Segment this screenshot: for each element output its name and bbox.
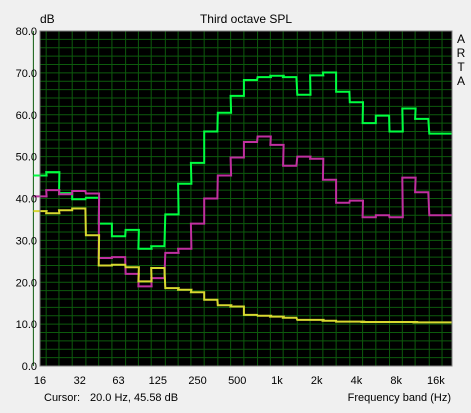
x-tick-label: 500 — [228, 375, 246, 387]
x-tick-label: 32 — [74, 375, 86, 387]
series-line-3 — [33, 207, 452, 324]
x-tick-labels: 16 32 63 125 250 500 1k 2k 4k 8k 16k — [34, 375, 445, 387]
x-tick-label: 8k — [390, 375, 402, 387]
arta-letter: R — [457, 46, 466, 60]
arta-letter: A — [457, 74, 465, 88]
series-line-2 — [33, 135, 452, 288]
x-tick-label: 4k — [351, 375, 363, 387]
y-tick-label: 0.0 — [22, 361, 37, 373]
cursor-label: Cursor: — [44, 392, 81, 404]
y-tick-label: 20.0 — [16, 277, 37, 289]
chart-title: Third octave SPL — [200, 12, 292, 26]
y-tick-label: 80.0 — [16, 26, 37, 38]
x-tick-label: 63 — [112, 375, 124, 387]
arta-letter: T — [457, 60, 465, 74]
series-layer — [33, 71, 452, 324]
series-line-1 — [33, 71, 452, 250]
y-tick-label: 30.0 — [16, 235, 37, 247]
y-tick-label: 50.0 — [16, 152, 37, 164]
y-tick-labels: 0.0 10.0 20.0 30.0 40.0 50.0 60.0 70.0 80.0 — [16, 26, 37, 373]
arta-letter: A — [457, 32, 465, 46]
x-tick-label: 16k — [427, 375, 445, 387]
y-axis-label: dB — [40, 12, 55, 26]
x-tick-label: 125 — [149, 375, 167, 387]
x-tick-label: 16 — [34, 375, 46, 387]
cursor-readout: 20.0 Hz, 45.58 dB — [90, 392, 179, 404]
x-tick-label: 2k — [311, 375, 323, 387]
y-tick-label: 40.0 — [16, 194, 37, 206]
x-axis-label: Frequency band (Hz) — [347, 392, 451, 404]
y-tick-label: 70.0 — [16, 68, 37, 80]
y-tick-label: 60.0 — [16, 110, 37, 122]
x-tick-label: 1k — [271, 375, 283, 387]
plot-frame — [39, 30, 453, 367]
x-tick-label: 250 — [188, 375, 206, 387]
y-tick-label: 10.0 — [16, 319, 37, 331]
